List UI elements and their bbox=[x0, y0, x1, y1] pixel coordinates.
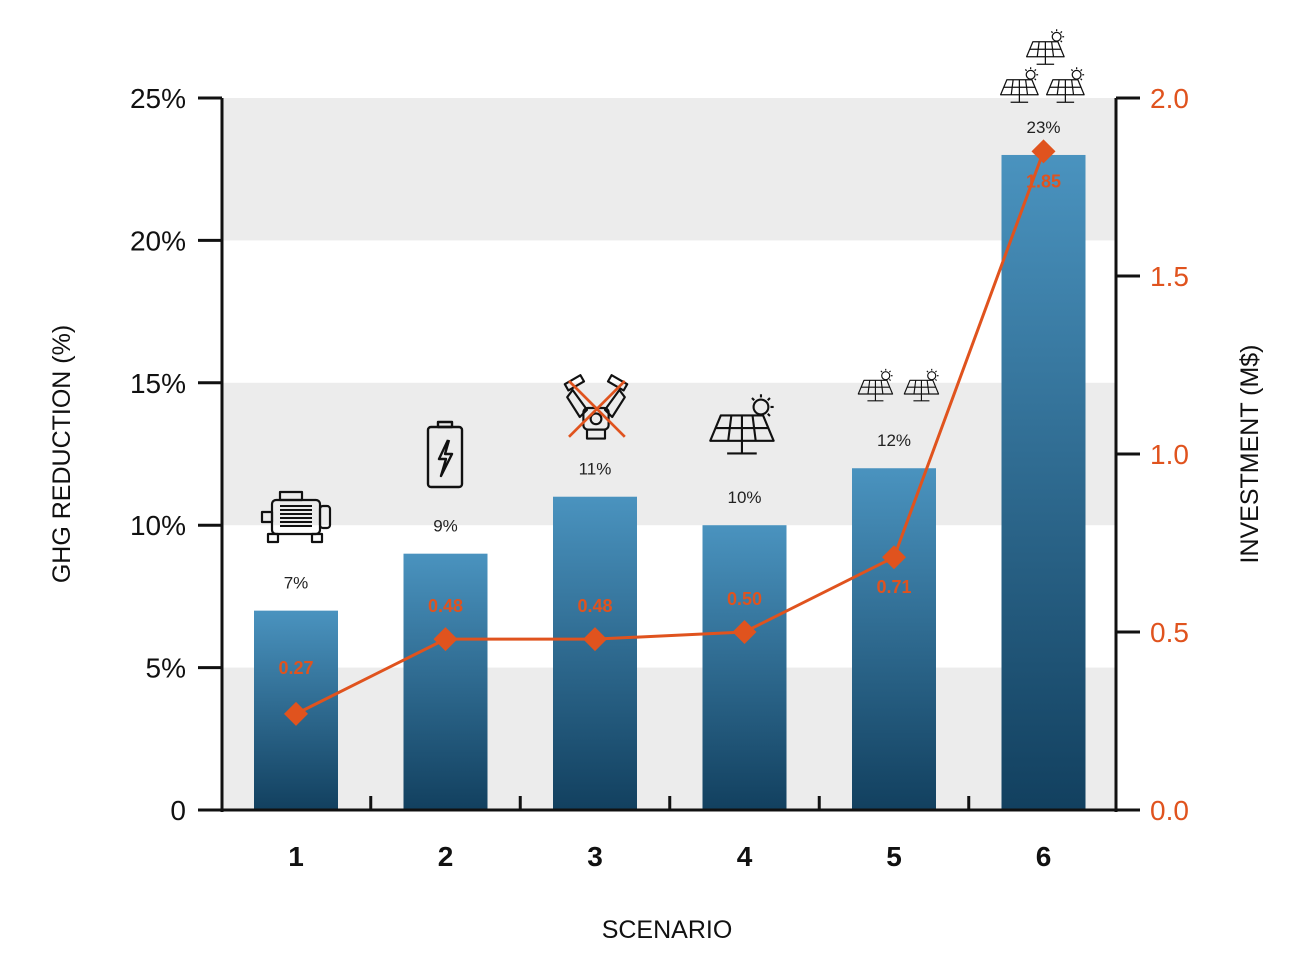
bar-value-label: 7% bbox=[284, 574, 309, 593]
bar-value-label: 23% bbox=[1026, 118, 1060, 137]
bar bbox=[403, 553, 488, 810]
bar-value-label: 12% bbox=[877, 431, 911, 450]
grid-band bbox=[222, 98, 1116, 241]
y-tick-label: 10% bbox=[130, 510, 186, 541]
investment-point bbox=[882, 545, 906, 570]
investment-line bbox=[295, 150, 1045, 716]
x-tick-label: 4 bbox=[737, 841, 753, 872]
chart-text: 7%9%11%10%12%23%0.270.48 0.48 0.500.711.85… bbox=[48, 83, 1264, 944]
investment-value-label: 0.48 bbox=[577, 596, 612, 616]
y-tick-label: 25% bbox=[130, 83, 186, 114]
investment-value-label: 0.48 bbox=[428, 596, 463, 616]
investment-value-label: 1.85 bbox=[1026, 171, 1061, 191]
bar bbox=[1001, 154, 1086, 810]
x-tick-label: 1 bbox=[288, 841, 304, 872]
bar-value-label: 11% bbox=[579, 460, 612, 479]
x-tick-label: 3 bbox=[587, 841, 603, 872]
y2-tick-label: 0.0 bbox=[1150, 795, 1189, 826]
grid-band bbox=[222, 382, 1116, 526]
x-tick-label: 6 bbox=[1036, 841, 1052, 872]
x-tick-label: 5 bbox=[886, 841, 902, 872]
y2-tick-label: 2.0 bbox=[1150, 83, 1189, 114]
investment-point bbox=[1031, 139, 1056, 164]
y2-tick-label: 0.5 bbox=[1150, 617, 1189, 648]
investment-point bbox=[583, 627, 607, 652]
y2-axis-title: INVESTMENT (M$) bbox=[1236, 345, 1264, 564]
y-tick-label: 15% bbox=[130, 368, 186, 399]
investment-point bbox=[732, 620, 757, 644]
x-tick-label: 2 bbox=[438, 841, 454, 872]
line-series bbox=[284, 139, 1056, 726]
y-axis-title: GHG REDUCTION (%) bbox=[48, 325, 76, 583]
solar-panel-icon bbox=[1025, 28, 1065, 65]
axes bbox=[198, 96, 1140, 812]
investment-value-label: 0.71 bbox=[876, 577, 911, 597]
y2-tick-label: 1.5 bbox=[1150, 261, 1189, 292]
bar-value-label: 9% bbox=[433, 517, 458, 536]
x-axis-title: SCENARIO bbox=[602, 916, 733, 944]
y-tick-label: 5% bbox=[146, 653, 186, 684]
investment-value-label: 0.50 bbox=[727, 589, 762, 609]
grid-band bbox=[222, 667, 1116, 810]
y-tick-label: 20% bbox=[130, 225, 186, 256]
y-tick-label: 0 bbox=[170, 795, 186, 826]
investment-point bbox=[284, 701, 308, 726]
bar-series bbox=[254, 154, 1086, 810]
bar bbox=[553, 496, 637, 810]
bar bbox=[852, 468, 936, 810]
solar-panel-icon bbox=[999, 66, 1039, 103]
investment-value-label: 0.27 bbox=[278, 658, 313, 678]
grid-bands bbox=[222, 98, 1116, 810]
bar bbox=[702, 525, 787, 810]
solar-panel-icon bbox=[1045, 66, 1085, 103]
y2-tick-label: 1.0 bbox=[1150, 439, 1189, 470]
investment-point bbox=[433, 627, 458, 652]
bar-value-label: 10% bbox=[727, 488, 761, 507]
